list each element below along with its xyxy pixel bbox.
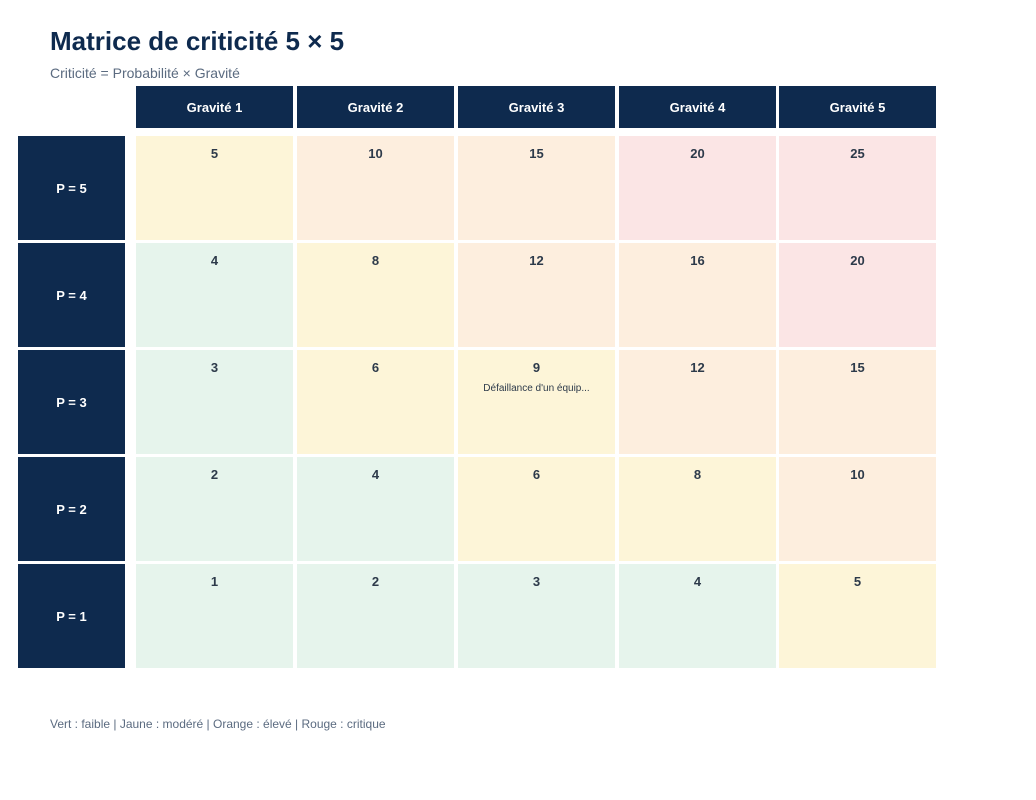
row-header-probability-4: P = 4 xyxy=(18,243,125,347)
cell-score: 16 xyxy=(690,253,705,268)
column-header-gravite-1: Gravité 1 xyxy=(136,86,293,128)
page-subtitle: Criticité = Probabilité × Gravité xyxy=(50,65,240,81)
column-header-gravite-5: Gravité 5 xyxy=(779,86,936,128)
cell-score: 1 xyxy=(210,574,219,589)
cell-score: 3 xyxy=(210,360,219,375)
cell-score: 2 xyxy=(371,574,380,589)
row-header-probability-1: P = 1 xyxy=(18,564,125,668)
matrix-cell[interactable]: 9 Défaillance d'un équip... xyxy=(458,350,615,454)
page-title: Matrice de criticité 5 × 5 xyxy=(50,26,345,56)
matrix-cell[interactable]: 1 xyxy=(136,564,293,668)
cell-score: 20 xyxy=(850,253,865,268)
cell-score: 10 xyxy=(368,146,383,161)
matrix-cell[interactable]: 4 xyxy=(619,564,776,668)
matrix-cell[interactable]: 10 xyxy=(297,136,454,240)
cell-score: 2 xyxy=(210,467,219,482)
matrix-cell[interactable]: 25 xyxy=(779,136,936,240)
color-legend: Vert : faible | Jaune : modéré | Orange … xyxy=(50,717,386,731)
cell-score: 8 xyxy=(371,253,380,268)
matrix-cell[interactable]: 4 xyxy=(136,243,293,347)
cell-score: 12 xyxy=(690,360,705,375)
matrix-cell[interactable]: 8 xyxy=(297,243,454,347)
cell-score: 3 xyxy=(532,574,541,589)
risk-label[interactable]: Défaillance d'un équip... xyxy=(483,383,590,394)
matrix-cell[interactable]: 20 xyxy=(619,136,776,240)
row-header-probability-5: P = 5 xyxy=(18,136,125,240)
cell-score: 12 xyxy=(529,253,544,268)
matrix-cell[interactable]: 2 xyxy=(297,564,454,668)
matrix-cell[interactable]: 5 xyxy=(136,136,293,240)
matrix-cell[interactable]: 5 xyxy=(779,564,936,668)
matrix-cell[interactable]: 10 xyxy=(779,457,936,561)
cell-score: 5 xyxy=(210,146,219,161)
cell-score: 4 xyxy=(371,467,380,482)
matrix-cell[interactable]: 12 xyxy=(619,350,776,454)
matrix-cell[interactable]: 15 xyxy=(458,136,615,240)
matrix-cell[interactable]: 6 xyxy=(297,350,454,454)
matrix-cell[interactable]: 3 xyxy=(458,564,615,668)
matrix-cell[interactable]: 3 xyxy=(136,350,293,454)
column-header-gravite-2: Gravité 2 xyxy=(297,86,454,128)
matrix-cell[interactable]: 6 xyxy=(458,457,615,561)
matrix-cell[interactable]: 16 xyxy=(619,243,776,347)
cell-score: 6 xyxy=(532,467,541,482)
matrix-cell[interactable]: 4 xyxy=(297,457,454,561)
cell-score: 5 xyxy=(853,574,862,589)
cell-score: 25 xyxy=(850,146,865,161)
cell-score: 6 xyxy=(371,360,380,375)
matrix-cell[interactable]: 15 xyxy=(779,350,936,454)
matrix-cell[interactable]: 20 xyxy=(779,243,936,347)
cell-score: 8 xyxy=(693,467,702,482)
cell-score: 9 xyxy=(532,360,541,375)
matrix-cell[interactable]: 8 xyxy=(619,457,776,561)
row-header-probability-2: P = 2 xyxy=(18,457,125,561)
cell-score: 20 xyxy=(690,146,705,161)
column-header-gravite-4: Gravité 4 xyxy=(619,86,776,128)
cell-score: 15 xyxy=(850,360,865,375)
cell-score: 15 xyxy=(529,146,544,161)
matrix-cell[interactable]: 2 xyxy=(136,457,293,561)
cell-score: 4 xyxy=(210,253,219,268)
cell-score: 4 xyxy=(693,574,702,589)
row-header-probability-3: P = 3 xyxy=(18,350,125,454)
column-header-gravite-3: Gravité 3 xyxy=(458,86,615,128)
cell-score: 10 xyxy=(850,467,865,482)
matrix-cell[interactable]: 12 xyxy=(458,243,615,347)
